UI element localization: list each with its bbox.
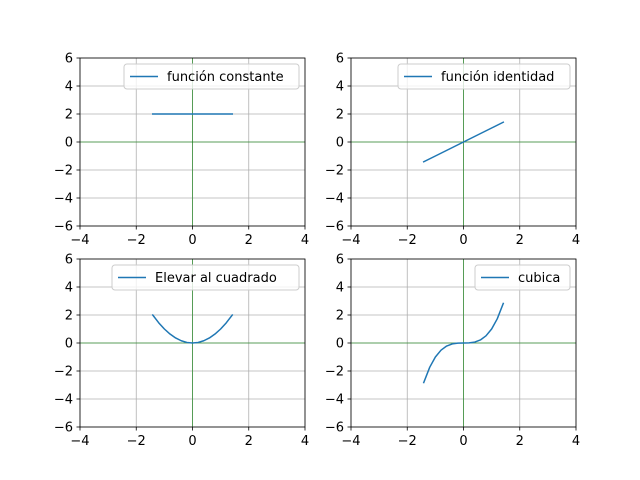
y-tick-label: −6 [325, 421, 344, 436]
x-tick-label: −2 [398, 434, 417, 449]
y-tick-label: −6 [54, 421, 73, 436]
x-tick-label: 4 [301, 434, 309, 449]
legend-box [123, 63, 300, 90]
x-tick-label: 4 [301, 233, 309, 248]
x-tick-label: −2 [127, 233, 146, 248]
y-tick-label: 6 [336, 52, 344, 67]
x-tick-label: 0 [459, 434, 467, 449]
x-tick-label: −2 [127, 434, 146, 449]
y-tick-label: −4 [325, 393, 344, 408]
y-tick-label: 4 [65, 80, 73, 95]
legend-label: función identidad [441, 70, 554, 85]
legend: función identidad [397, 63, 571, 90]
x-tick-label: 0 [188, 233, 196, 248]
legend-label: Elevar al cuadrado [155, 271, 277, 286]
y-tick-label: 0 [65, 337, 73, 352]
legend-label: cubica [518, 271, 560, 286]
x-tick-label: −2 [398, 233, 417, 248]
y-tick-label: −2 [54, 365, 73, 380]
y-tick-label: −4 [54, 393, 73, 408]
x-tick-label: −4 [341, 233, 360, 248]
legend-box [111, 264, 300, 291]
y-tick-label: 0 [65, 136, 73, 151]
x-tick-label: −4 [70, 233, 89, 248]
x-tick-label: 2 [516, 434, 524, 449]
x-tick-label: 0 [459, 233, 467, 248]
y-tick-label: 6 [336, 253, 344, 268]
y-tick-label: 0 [336, 136, 344, 151]
legend: Elevar al cuadrado [111, 264, 300, 291]
y-tick-label: −6 [54, 220, 73, 235]
y-tick-label: 2 [336, 108, 344, 123]
legend-label: función constante [167, 70, 284, 85]
y-tick-label: 4 [65, 281, 73, 296]
y-tick-label: −6 [325, 220, 344, 235]
y-tick-label: 4 [336, 281, 344, 296]
x-tick-label: 2 [245, 434, 253, 449]
x-tick-label: −4 [70, 434, 89, 449]
x-tick-label: 2 [245, 233, 253, 248]
y-tick-label: 2 [65, 108, 73, 123]
x-tick-label: 4 [572, 233, 580, 248]
y-tick-label: 2 [65, 309, 73, 324]
y-tick-label: −4 [325, 192, 344, 207]
y-tick-label: 0 [336, 337, 344, 352]
x-tick-label: 4 [572, 434, 580, 449]
legend-box [474, 264, 571, 291]
legend-box [397, 63, 571, 90]
y-tick-label: 2 [336, 309, 344, 324]
x-tick-label: −4 [341, 434, 360, 449]
y-tick-label: −2 [325, 164, 344, 179]
series-line [422, 302, 505, 384]
y-tick-label: 6 [65, 52, 73, 67]
x-tick-label: 0 [188, 434, 196, 449]
legend: cubica [474, 264, 571, 291]
x-tick-label: 2 [516, 233, 524, 248]
y-tick-label: −4 [54, 192, 73, 207]
series-line [422, 121, 505, 163]
y-tick-label: −2 [325, 365, 344, 380]
series-line [151, 313, 234, 344]
y-tick-label: 4 [336, 80, 344, 95]
y-tick-label: 6 [65, 253, 73, 268]
y-tick-label: −2 [54, 164, 73, 179]
legend: función constante [123, 63, 300, 90]
